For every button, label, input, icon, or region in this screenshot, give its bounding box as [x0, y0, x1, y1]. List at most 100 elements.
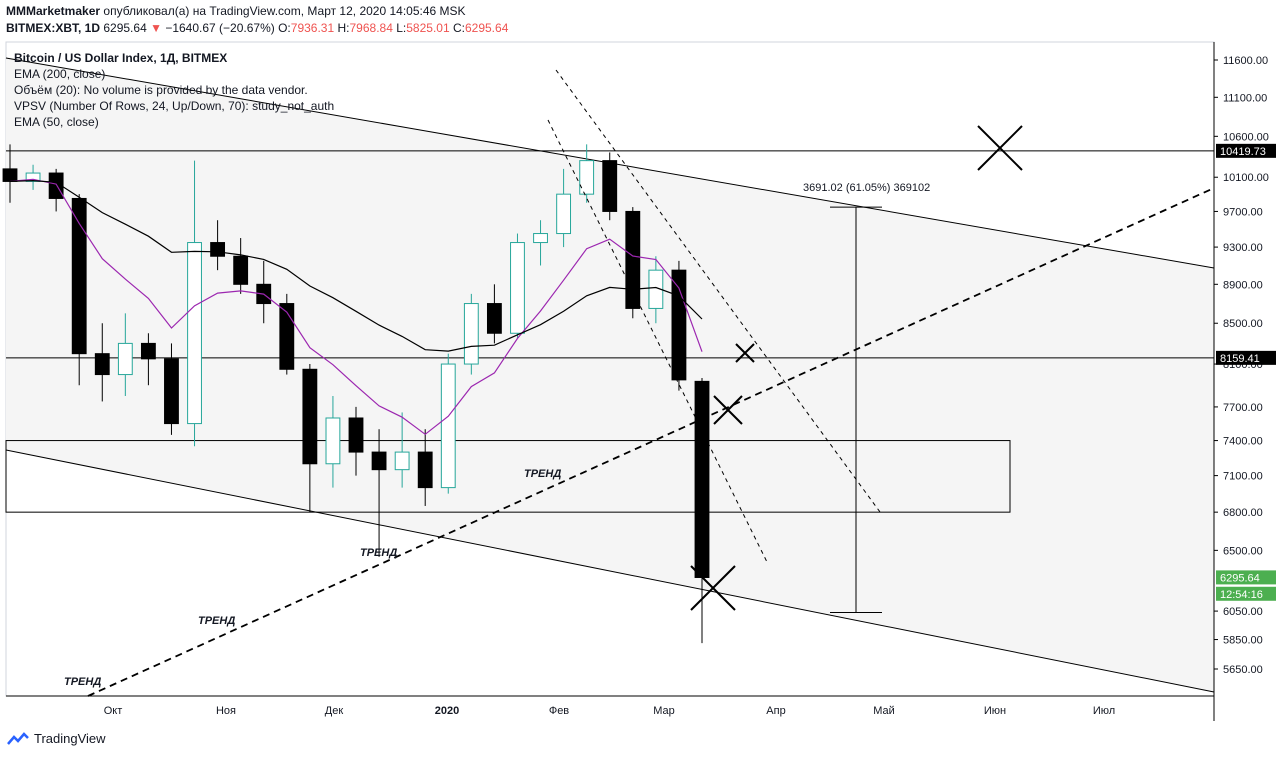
time-tick-label: Июн — [984, 705, 1006, 717]
legend-ema50[interactable]: EMA (50, close) — [14, 115, 99, 129]
price-badge — [1216, 143, 1276, 158]
channel-bottom-line[interactable] — [5, 449, 1215, 693]
price-tick-label: 8900.00 — [1223, 279, 1263, 291]
candle-body[interactable] — [602, 160, 618, 212]
time-tick-label: Фев — [549, 705, 569, 717]
price-tick-label: 9700.00 — [1223, 206, 1263, 218]
candle-body[interactable] — [579, 160, 595, 195]
candle-body[interactable] — [371, 451, 387, 471]
candle-body[interactable] — [117, 342, 133, 376]
price-tick-label: 8500.00 — [1223, 318, 1263, 330]
candle-body[interactable] — [625, 210, 641, 309]
price-tick-label: 5650.00 — [1223, 664, 1263, 676]
x-mark-icon — [713, 395, 743, 425]
trend-line-rising[interactable] — [87, 187, 1215, 697]
candle-body[interactable] — [463, 303, 479, 365]
measure-label: 3691.02 (61.05%) 369102 — [803, 182, 930, 194]
candle-body[interactable] — [233, 255, 249, 285]
time-tick-label: Июл — [1093, 705, 1115, 717]
candle-body[interactable] — [279, 303, 295, 370]
ohlc-line: BITMEX:XBT, 1D 6295.64 ▼ −1640.67 (−20.6… — [6, 21, 508, 35]
price-badge — [1216, 586, 1276, 601]
candle-body[interactable] — [440, 363, 456, 489]
candle-body[interactable] — [94, 353, 110, 376]
candle-body[interactable] — [671, 269, 687, 381]
published-text: опубликовал(а) на TradingView.com, Март … — [103, 4, 466, 18]
candle-body[interactable] — [556, 193, 572, 235]
candle-body[interactable] — [164, 358, 179, 425]
ema200-line[interactable] — [9, 179, 703, 352]
price-badge — [1216, 350, 1276, 365]
time-tick-label: Ноя — [216, 705, 236, 717]
price-tick-label: 7400.00 — [1223, 436, 1263, 448]
x-mark-icon — [735, 343, 755, 363]
legend-title: Bitcoin / US Dollar Index, 1Д, BITMEX — [14, 51, 228, 65]
chart-legend: Bitcoin / US Dollar Index, 1Д, BITMEX EM… — [14, 50, 334, 130]
legend-vpsv[interactable]: VPSV (Number Of Rows, 24, Up/Down, 70): … — [14, 99, 335, 113]
legend-volume[interactable]: Объём (20): No volume is provided by the… — [14, 83, 308, 97]
time-tick-label: Дек — [325, 705, 344, 717]
last-price: 6295.64 — [103, 21, 147, 35]
candle-body[interactable] — [394, 451, 410, 471]
price-tick-label: 10100.00 — [1223, 172, 1269, 184]
candle-body[interactable] — [210, 242, 226, 257]
symbol-label: BITMEX:XBT, 1D — [6, 21, 101, 35]
price-badge — [1216, 570, 1276, 585]
candle-body[interactable] — [486, 303, 502, 334]
candle-body[interactable] — [694, 380, 710, 578]
price-badge-label: 12:54:16 — [1220, 589, 1263, 601]
author-name[interactable]: MMMarketmaker — [6, 4, 101, 18]
candle-body[interactable] — [48, 172, 64, 199]
x-mark-icon — [690, 565, 736, 611]
h-value: 7968.84 — [349, 21, 393, 35]
price-tick-label: 11600.00 — [1223, 55, 1268, 67]
price-tick-label: 7700.00 — [1223, 402, 1263, 414]
price-tick-label: 6800.00 — [1223, 507, 1263, 519]
price-tick-label: 10600.00 — [1223, 131, 1269, 143]
legend-ema200[interactable]: EMA (200, close) — [14, 67, 106, 81]
brand-name: TradingView — [34, 731, 106, 746]
change-value: −1640.67 (−20.67%) — [165, 21, 275, 35]
c-value: 6295.64 — [464, 21, 509, 35]
tradingview-logo-icon — [7, 731, 29, 745]
price-badge-label: 8159.41 — [1220, 353, 1260, 365]
candle-body[interactable] — [533, 233, 548, 244]
ema50-line[interactable] — [9, 178, 703, 436]
candle-body[interactable] — [71, 197, 87, 355]
trend-annotation[interactable]: ТРЕНД — [524, 468, 561, 480]
down-arrow-icon: ▼ — [150, 21, 162, 35]
candle-body[interactable] — [348, 417, 364, 453]
x-mark-icon — [977, 125, 1023, 171]
candle-body[interactable] — [187, 242, 202, 425]
time-tick-label: Апр — [766, 705, 785, 717]
price-tick-label: 9300.00 — [1223, 242, 1263, 254]
h-label: H: — [337, 21, 350, 35]
publisher-line: MMMarketmaker опубликовал(а) на TradingV… — [6, 4, 466, 18]
candle-body[interactable] — [510, 242, 525, 334]
trend-line-dotted-lower[interactable] — [547, 119, 769, 565]
footer-brand[interactable]: TradingView — [6, 731, 106, 746]
candle-body[interactable] — [2, 168, 18, 182]
time-tick-label: Май — [873, 705, 895, 717]
price-badge-label: 10419.73 — [1220, 146, 1266, 158]
candle-body[interactable] — [417, 451, 433, 489]
candle-body[interactable] — [25, 172, 41, 182]
time-tick-label: Мар — [653, 705, 675, 717]
range-box[interactable] — [5, 440, 1011, 513]
trend-annotation[interactable]: ТРЕНД — [198, 615, 235, 627]
time-tick-label: 2020 — [435, 705, 459, 717]
price-tick-label: 11100.00 — [1223, 92, 1267, 104]
l-label: L: — [396, 21, 407, 35]
candle-body[interactable] — [140, 342, 156, 360]
trend-annotation[interactable]: ТРЕНД — [64, 676, 101, 688]
price-badge-label: 6295.64 — [1220, 572, 1260, 584]
trend-line-dotted-upper[interactable] — [555, 69, 881, 513]
candle-body[interactable] — [325, 417, 341, 465]
trend-annotation[interactable]: ТРЕНД — [360, 547, 397, 559]
price-tick-label: 6500.00 — [1223, 545, 1263, 557]
candle-body[interactable] — [648, 269, 664, 309]
price-tick-label: 7100.00 — [1223, 471, 1263, 483]
candle-body[interactable] — [302, 368, 318, 465]
channel-fill — [6, 58, 1214, 692]
